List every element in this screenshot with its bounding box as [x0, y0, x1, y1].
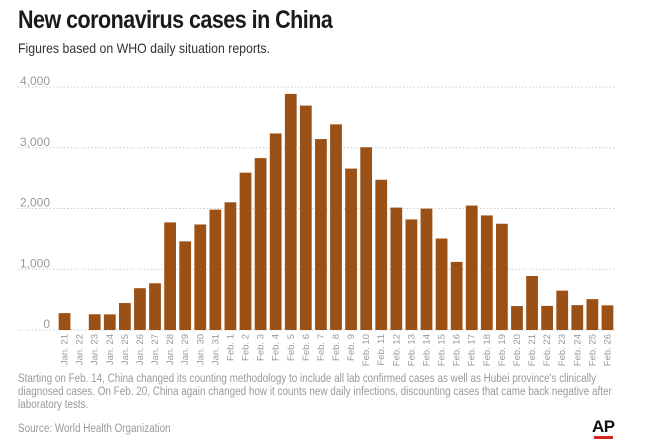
ap-logo-accent: [594, 436, 613, 439]
x-tick-label: Jan. 27: [150, 334, 161, 365]
bar: [375, 179, 388, 330]
x-tick-label: Feb. 8: [331, 334, 342, 361]
x-tick-label: Feb. 6: [301, 334, 312, 361]
bar: [134, 288, 146, 330]
x-tick-label: Jan. 29: [180, 334, 191, 365]
bar: [179, 241, 192, 330]
x-tick-label: Feb. 23: [557, 334, 568, 366]
ap-logo: AP: [592, 417, 615, 436]
bar: [571, 305, 584, 330]
bar: [58, 313, 71, 330]
y-tick-label: 1,000: [20, 256, 50, 270]
bar: [390, 207, 403, 330]
bar: [496, 223, 508, 330]
x-tick-label: Jan. 24: [105, 334, 116, 365]
x-tick-label: Feb. 25: [587, 334, 598, 366]
x-tick-label: Feb. 26: [602, 334, 613, 366]
x-tick-label: Feb. 7: [316, 334, 327, 361]
x-tick-label: Jan. 23: [90, 334, 101, 365]
x-tick-label: Feb. 20: [512, 334, 523, 366]
y-tick-label: 2,000: [20, 196, 50, 210]
x-tick-label: Jan. 22: [75, 334, 86, 365]
bar: [450, 261, 463, 330]
x-tick-label: Feb. 5: [286, 334, 297, 361]
bar: [360, 147, 373, 330]
x-tick-label: Feb. 11: [376, 334, 387, 366]
bar: [405, 219, 418, 330]
bar: [254, 158, 267, 330]
x-tick-label: Feb. 22: [542, 334, 553, 366]
x-tick-label: Feb. 12: [391, 334, 402, 366]
chart-title: New coronavirus cases in China: [18, 6, 333, 34]
bar: [194, 224, 207, 330]
bar: [465, 205, 478, 330]
x-tick-label: Feb. 24: [572, 334, 583, 366]
bar: [103, 314, 116, 330]
x-tick-label: Feb. 3: [256, 334, 267, 361]
x-tick-label: Feb. 1: [225, 334, 236, 361]
bar: [118, 303, 131, 330]
bar: [345, 168, 357, 330]
x-tick-label: Jan. 30: [195, 334, 206, 365]
x-tick-label: Jan. 28: [165, 334, 176, 365]
bar: [526, 275, 538, 330]
bar: [586, 299, 599, 330]
y-tick-label: 4,000: [20, 74, 50, 88]
bar: [209, 209, 222, 330]
x-tick-label: Jan. 21: [60, 334, 71, 365]
x-tick-label: Feb. 17: [467, 334, 478, 366]
x-tick-label: Feb. 15: [437, 334, 448, 366]
y-tick-label: 3,000: [20, 135, 50, 149]
bars: [58, 93, 614, 330]
x-tick-label: Feb. 21: [527, 334, 538, 366]
bar: [420, 208, 433, 330]
x-tick-label: Feb. 13: [406, 334, 417, 366]
bar: [269, 133, 282, 330]
x-tick-label: Feb. 2: [241, 334, 252, 361]
bar: [299, 105, 312, 330]
bar: [541, 305, 554, 330]
bar: [284, 93, 297, 330]
x-tick-label: Jan. 25: [120, 334, 131, 365]
y-tick-label: 0: [43, 317, 50, 331]
bar: [480, 215, 493, 330]
x-axis-labels: Jan. 21 Jan. 22 Jan. 23 Jan. 24 Jan. 25 Jan. …: [60, 334, 614, 366]
x-tick-label: Feb. 14: [421, 334, 432, 366]
bar: [435, 238, 448, 330]
x-tick-label: Feb. 19: [497, 334, 508, 366]
methodology-note: Starting on Feb. 14, China changed its c…: [18, 373, 612, 411]
bar: [330, 124, 342, 330]
bar: [164, 222, 176, 330]
x-tick-label: Feb. 10: [361, 334, 372, 366]
x-tick-label: Feb. 4: [271, 334, 282, 361]
x-tick-label: Jan. 26: [135, 334, 146, 365]
bar: [315, 139, 327, 330]
x-tick-label: Feb. 9: [346, 334, 357, 361]
bar: [556, 290, 569, 330]
bar: [601, 305, 614, 330]
bar: [88, 314, 101, 330]
bar: [149, 283, 161, 330]
bar: [239, 172, 252, 330]
source-note: Source: World Health Organization: [18, 423, 171, 435]
x-tick-label: Feb. 16: [452, 334, 463, 366]
x-tick-label: Jan. 31: [210, 334, 221, 365]
bar: [224, 202, 237, 330]
bar: [511, 306, 523, 330]
chart-subtitle: Figures based on WHO daily situation rep…: [18, 40, 270, 56]
x-tick-label: Feb. 18: [482, 334, 493, 366]
